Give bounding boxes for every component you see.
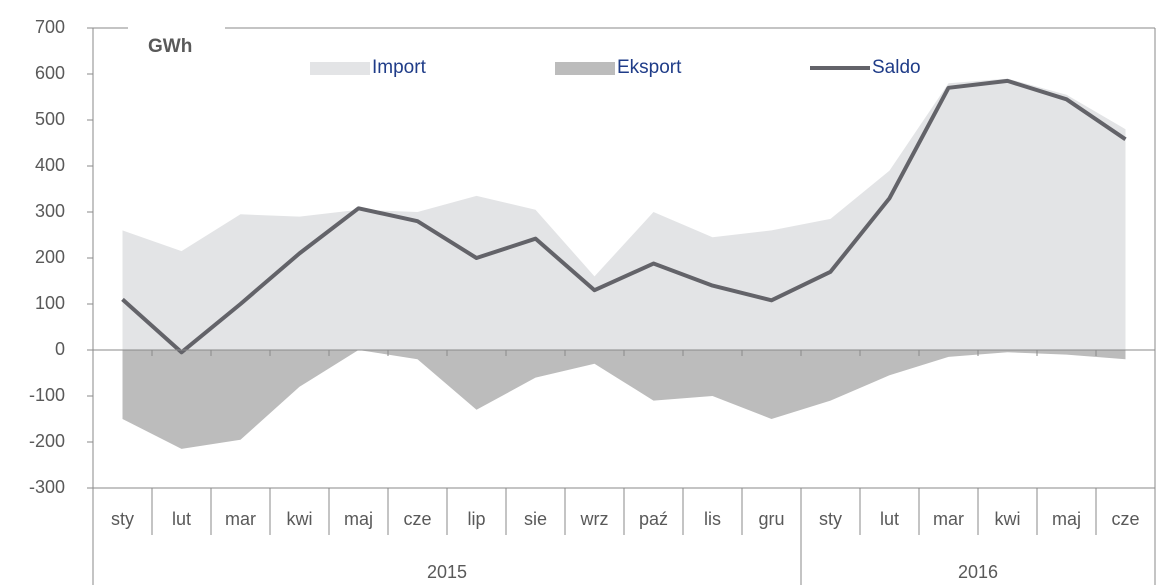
x-tick-label: lut xyxy=(172,509,191,529)
x-tick-label: kwi xyxy=(995,509,1021,529)
x-tick-label: cze xyxy=(403,509,431,529)
y-tick-label: 0 xyxy=(55,339,65,359)
y-tick-label: -300 xyxy=(29,477,65,497)
y-tick-label: -200 xyxy=(29,431,65,451)
x-tick-label: mar xyxy=(933,509,964,529)
group-label: 2015 xyxy=(427,562,467,582)
legend-swatch xyxy=(555,62,615,75)
legend-swatch xyxy=(310,62,370,75)
x-tick-label: gru xyxy=(758,509,784,529)
y-tick-label: 400 xyxy=(35,155,65,175)
x-tick-label: paź xyxy=(639,509,668,529)
x-tick-label: sie xyxy=(524,509,547,529)
legend-label: Eksport xyxy=(617,57,682,78)
legend-label: Saldo xyxy=(872,57,921,78)
x-tick-label: cze xyxy=(1111,509,1139,529)
area xyxy=(122,350,1126,449)
x-tick-label: wrz xyxy=(580,509,609,529)
legend-label: Import xyxy=(372,57,427,78)
x-tick-label: maj xyxy=(1052,509,1081,529)
annotation: GWh xyxy=(148,36,192,57)
y-tick-label: 100 xyxy=(35,293,65,313)
y-tick-label: 300 xyxy=(35,201,65,221)
group-label: 2016 xyxy=(958,562,998,582)
y-tick-label: 500 xyxy=(35,109,65,129)
y-tick-label: 700 xyxy=(35,17,65,37)
x-tick-label: maj xyxy=(344,509,373,529)
x-tick-label: kwi xyxy=(287,509,313,529)
y-tick-label: -100 xyxy=(29,385,65,405)
x-tick-label: mar xyxy=(225,509,256,529)
x-tick-label: lip xyxy=(467,509,485,529)
x-tick-label: sty xyxy=(111,509,134,529)
y-tick-label: 200 xyxy=(35,247,65,267)
line xyxy=(121,78,1127,355)
annotation-bg xyxy=(128,20,225,60)
y-tick-label: 600 xyxy=(35,63,65,83)
x-tick-label: lut xyxy=(880,509,899,529)
area xyxy=(122,78,1126,350)
x-tick-label: lis xyxy=(704,509,721,529)
x-tick-label: sty xyxy=(819,509,842,529)
